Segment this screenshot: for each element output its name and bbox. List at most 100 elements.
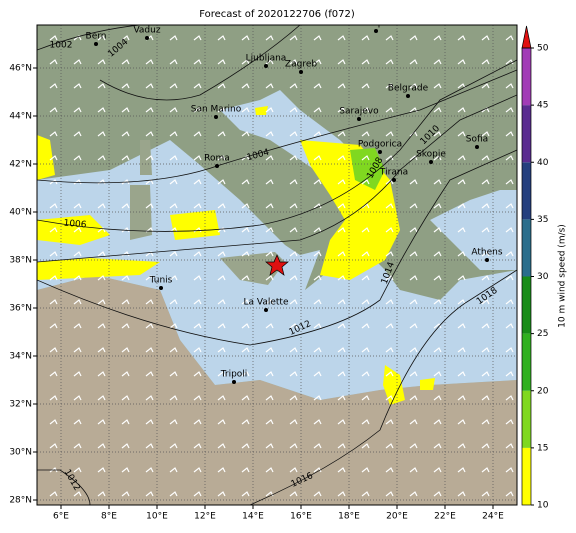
city-label: Tripoli [220, 370, 248, 380]
wind-barb [241, 107, 250, 113]
wind-barb [409, 443, 418, 449]
wind-barb [337, 59, 346, 65]
wind-barb [361, 203, 370, 209]
wind-barb [337, 467, 346, 473]
wind-areas [37, 106, 435, 405]
wind-barb [409, 419, 418, 425]
wind-barb [481, 419, 490, 425]
wind-barb [97, 419, 106, 425]
wind-barb [457, 419, 466, 425]
wind-barb [169, 203, 178, 209]
wind-barb [217, 155, 226, 161]
wind-barb [505, 371, 514, 377]
wind-barb [169, 107, 178, 113]
map-title: Forecast of 2020122706 (f072) [199, 9, 355, 20]
wind-barb [97, 227, 106, 233]
wind-barb [49, 203, 58, 209]
wind-barb [337, 443, 346, 449]
wind-barb [265, 107, 274, 113]
wind-barb [433, 275, 442, 281]
wind-barb [73, 443, 82, 449]
wind-barb [73, 83, 82, 89]
wind-barb [145, 227, 154, 233]
wind-barb [241, 251, 250, 257]
wind-barb [457, 467, 466, 473]
wind-barb [337, 203, 346, 209]
wind-barb [97, 203, 106, 209]
wind-barb [97, 323, 106, 329]
wind-barb [313, 83, 322, 89]
city-dot [475, 145, 479, 149]
wind-barb [313, 275, 322, 281]
wind-barb [313, 323, 322, 329]
wind-barb [217, 227, 226, 233]
wind-barb [265, 251, 274, 257]
wind-barb [73, 155, 82, 161]
wind-barb [481, 203, 490, 209]
wind-barb [385, 131, 394, 137]
colorbar-segment [522, 447, 531, 505]
wind-barb [361, 227, 370, 233]
wind-barb [73, 299, 82, 305]
wind-barb [145, 59, 154, 65]
wind-barb [289, 251, 298, 257]
city-label: Bern [86, 32, 107, 42]
wind-barb [73, 251, 82, 257]
wind-barb [313, 179, 322, 185]
colorbar-segment [522, 219, 531, 277]
wind-barb [241, 203, 250, 209]
wind-barbs [49, 35, 514, 497]
wind-barb [265, 419, 274, 425]
wind-barb [265, 347, 274, 353]
wind-barb [241, 323, 250, 329]
wind-barb [217, 275, 226, 281]
wind-barb [241, 179, 250, 185]
wind-barb [409, 227, 418, 233]
wind-barb [505, 395, 514, 401]
wind-barb [217, 179, 226, 185]
wind-barb [121, 491, 130, 497]
wind-barb [145, 107, 154, 113]
wind-barb [97, 467, 106, 473]
wind-barb [193, 131, 202, 137]
wind-barb [217, 59, 226, 65]
city-label: Sofia [466, 135, 488, 145]
wind-barb [481, 227, 490, 233]
wind-barb [313, 35, 322, 41]
wind-barb [505, 419, 514, 425]
wind-barb [217, 251, 226, 257]
isobars [37, 25, 517, 505]
wind-barb [289, 275, 298, 281]
wind-barb [313, 251, 322, 257]
wind-barb [505, 275, 514, 281]
wind-barb [265, 203, 274, 209]
wind-barb [433, 251, 442, 257]
colorbar-segment [522, 105, 531, 163]
colorbar-segment [522, 162, 531, 220]
wind-barb [433, 107, 442, 113]
wind-barb [49, 323, 58, 329]
city-label: Ljubljana [246, 54, 287, 64]
wind-barb [145, 323, 154, 329]
isobar-label: 1002 [50, 41, 73, 51]
wind-barb [385, 347, 394, 353]
lat-tick-label: 40°N [9, 208, 32, 218]
wind-barb [145, 443, 154, 449]
city-dot [159, 286, 163, 290]
wind-barb [73, 107, 82, 113]
city-dot [485, 258, 489, 262]
wind-barb [145, 299, 154, 305]
isobar [99, 25, 301, 101]
colorbar-tick-label: 15 [537, 443, 548, 453]
city-dot [374, 29, 378, 33]
wind-barb [145, 203, 154, 209]
wind-barb [265, 443, 274, 449]
wind-barb [193, 155, 202, 161]
wind-barb [313, 371, 322, 377]
wind-barb [505, 35, 514, 41]
wind-barb [337, 371, 346, 377]
wind-barb [313, 131, 322, 137]
wind-barb [217, 35, 226, 41]
